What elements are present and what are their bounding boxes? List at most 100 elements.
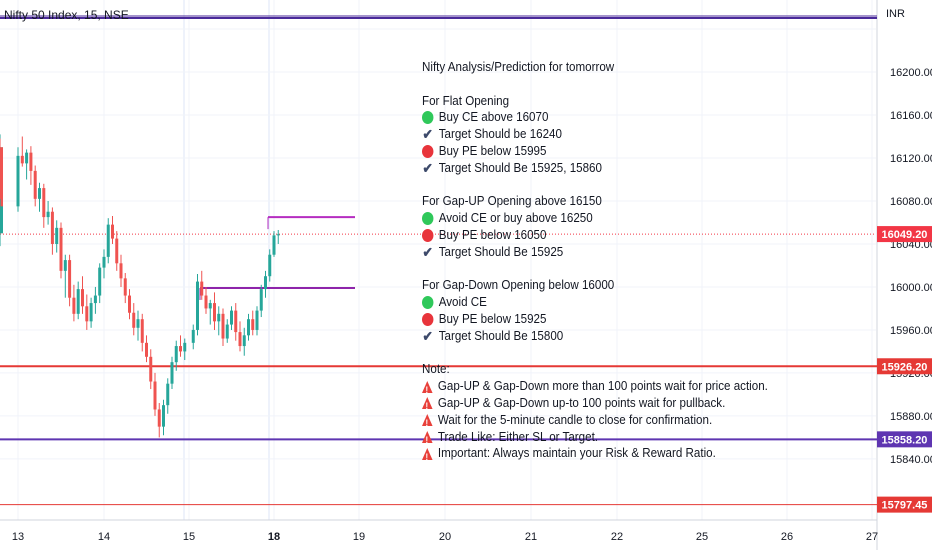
candle-body xyxy=(128,295,131,313)
gapdown-item-text: Buy PE below 15925 xyxy=(438,310,547,326)
price-label-text: 16049.20 xyxy=(882,229,928,241)
candle-body xyxy=(123,278,127,296)
note-item: Wait for the 5-minute candle to close fo… xyxy=(422,411,774,432)
flat-item: ✔ Target Should Be 15925, 15860 xyxy=(422,160,774,177)
warning-icon xyxy=(422,380,433,398)
note-item: Trade Like: Either SL or Target. xyxy=(422,428,774,449)
notes-title: Nifty Analysis/Prediction for tomorrow xyxy=(422,59,615,74)
green-circle-icon xyxy=(422,212,434,226)
warning-icon xyxy=(422,430,433,449)
candle-body xyxy=(217,313,221,322)
candle-body xyxy=(230,310,233,325)
note-heading: Note: xyxy=(422,361,450,377)
warning-icon xyxy=(422,397,433,415)
candle-body xyxy=(234,310,238,333)
warning-icon xyxy=(422,447,433,466)
gapdown-item-text: Target Should Be 15800 xyxy=(438,327,564,343)
candle-body xyxy=(174,346,178,363)
candle-body xyxy=(68,260,72,298)
gapdown-item: Avoid CE xyxy=(422,294,774,311)
note-item-text: Important: Always maintain your Risk & R… xyxy=(437,445,716,461)
y-tick-label: 16160.00 xyxy=(890,110,932,122)
candle-body xyxy=(115,238,119,264)
candle-body xyxy=(63,260,67,271)
candle-body xyxy=(191,329,195,343)
x-tick-label: 22 xyxy=(611,531,623,543)
candle-body xyxy=(183,342,187,352)
candle-body xyxy=(196,281,199,330)
candle-body xyxy=(0,147,3,234)
candle-body xyxy=(268,254,272,277)
red-circle-icon xyxy=(422,228,434,242)
candle-body xyxy=(136,319,140,328)
candle-body xyxy=(76,289,80,314)
check-icon: ✔ xyxy=(422,159,433,176)
gapdown-heading: For Gap-Down Opening below 16000 xyxy=(422,277,615,293)
x-tick-label: 27 xyxy=(866,531,878,543)
gapup-item-text: Buy PE below 16050 xyxy=(438,226,547,242)
candle-body xyxy=(259,289,263,311)
y-tick-label: 16000.00 xyxy=(890,282,932,294)
x-tick-label: 26 xyxy=(781,531,793,543)
candle-body xyxy=(132,312,136,328)
price-label-box xyxy=(877,496,932,513)
candle-body xyxy=(251,319,255,330)
candle-body xyxy=(55,227,59,244)
note-item-text: Trade Like: Either SL or Target. xyxy=(437,428,599,444)
gapup-item: ✔ Target Should Be 15925 xyxy=(422,244,774,261)
candle-body xyxy=(72,297,76,314)
candle-body xyxy=(272,235,276,255)
y-tick-label: 16200.00 xyxy=(890,67,932,79)
candle-body xyxy=(213,303,216,322)
flat-item-text: Buy PE below 15995 xyxy=(438,142,547,158)
candle-body xyxy=(264,276,267,290)
candle-body xyxy=(179,346,182,352)
note-item-text: Gap-UP & Gap-Down more than 100 points w… xyxy=(437,378,768,394)
candle-body xyxy=(46,211,50,218)
check-icon: ✔ xyxy=(422,243,433,260)
candle-body xyxy=(208,303,212,309)
gapup-item-text: Avoid CE or buy above 16250 xyxy=(438,210,593,226)
red-circle-icon xyxy=(422,144,434,158)
x-tick-label: 21 xyxy=(525,531,537,543)
candle-body xyxy=(170,362,174,384)
gapup-item: Avoid CE or buy above 16250 xyxy=(422,210,774,227)
y-tick-label: 15960.00 xyxy=(890,325,932,337)
chart-title: Nifty 50 Index, 15, NSE xyxy=(4,8,129,22)
x-tick-label: 19 xyxy=(353,531,365,543)
candle-body xyxy=(81,289,84,307)
y-tick-label: 15880.00 xyxy=(890,411,932,423)
candle-body xyxy=(166,383,170,406)
red-circle-icon xyxy=(422,312,434,326)
candle-body xyxy=(276,234,280,236)
candle-body xyxy=(38,188,41,199)
flat-heading: For Flat Opening xyxy=(422,92,510,108)
x-tick-label: 25 xyxy=(696,531,708,543)
gapdown-item: Buy PE below 15925 xyxy=(422,311,774,328)
candle-body xyxy=(242,335,246,347)
note-item-text: Gap-UP & Gap-Down up-to 100 points wait … xyxy=(437,394,726,410)
price-label-box xyxy=(877,431,932,448)
candle-body xyxy=(33,170,37,199)
candle-body xyxy=(149,356,153,382)
flat-item: Buy PE below 15995 xyxy=(422,143,774,160)
x-tick-label: 18 xyxy=(268,531,280,543)
price-label-text: 15858.20 xyxy=(882,434,928,446)
candle-body xyxy=(29,152,33,171)
gapdown-item: ✔ Target Should Be 15800 xyxy=(422,328,774,345)
y-tick-label: 16080.00 xyxy=(890,196,932,208)
warning-icon xyxy=(422,414,433,432)
candle-body xyxy=(204,295,208,309)
candle-body xyxy=(140,319,144,343)
candle-body xyxy=(238,332,242,347)
gapup-heading: For Gap-UP Opening above 16150 xyxy=(422,193,602,209)
gapdown-item-text: Avoid CE xyxy=(438,294,487,310)
note-item-text: Wait for the 5-minute candle to close fo… xyxy=(437,411,713,427)
candle-body xyxy=(59,227,63,271)
x-tick-label: 15 xyxy=(183,531,195,543)
candle-body xyxy=(50,211,54,244)
candle-body xyxy=(200,281,204,296)
price-label-text: 15926.20 xyxy=(882,361,928,373)
